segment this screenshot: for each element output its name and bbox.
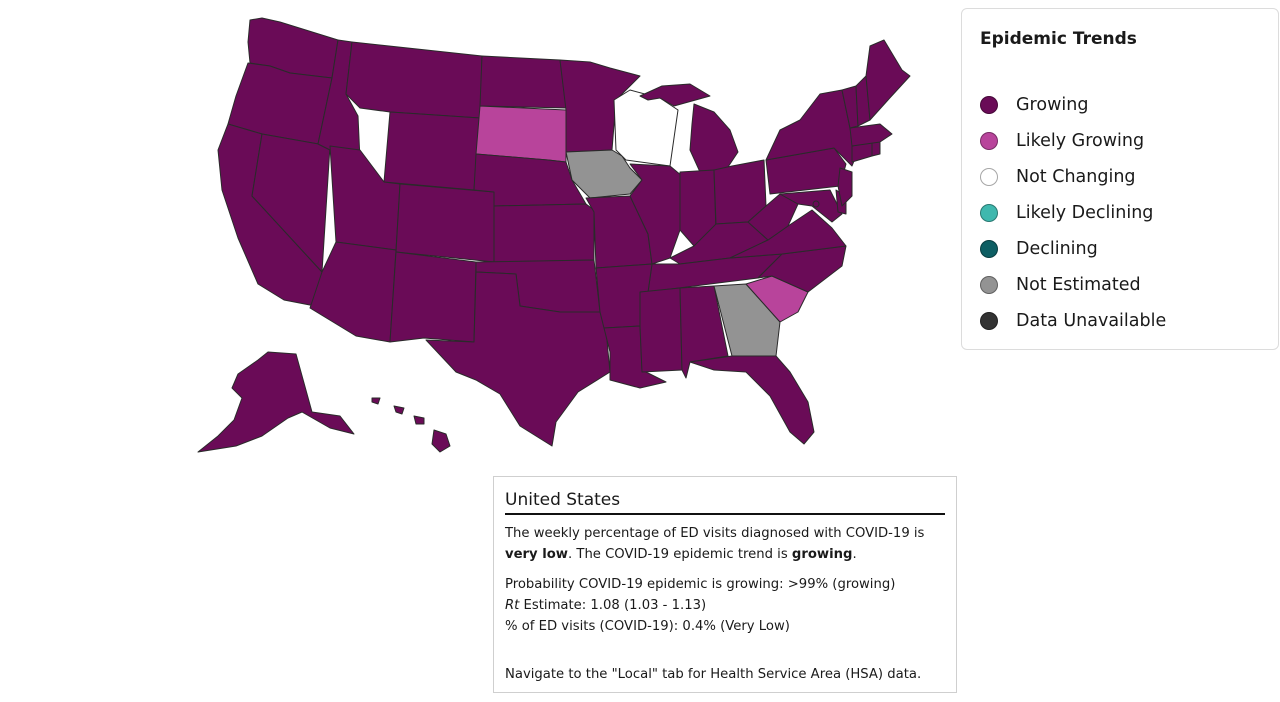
summary-text: . The COVID-19 epidemic trend is xyxy=(568,547,792,562)
state-ks[interactable] xyxy=(493,203,595,263)
legend-item-not-changing[interactable]: Not Changing xyxy=(980,159,1260,195)
not-estimated-swatch-icon xyxy=(980,276,998,294)
summary-text: . xyxy=(852,547,857,562)
state-fl[interactable] xyxy=(689,355,815,445)
state-nj[interactable] xyxy=(837,167,853,207)
state-nm[interactable] xyxy=(389,251,477,343)
state-hi-maui[interactable] xyxy=(413,415,425,425)
legend-item-likely-growing[interactable]: Likely Growing xyxy=(980,123,1260,159)
probability-line: Probability COVID-19 epidemic is growing… xyxy=(505,577,896,592)
legend-item-declining[interactable]: Declining xyxy=(980,231,1260,267)
state-mi[interactable] xyxy=(639,83,711,107)
state-md[interactable] xyxy=(779,189,843,223)
rt-estimate: Estimate: 1.08 (1.03 - 1.13) xyxy=(519,598,707,613)
likely-growing-swatch-icon xyxy=(980,132,998,150)
state-ak[interactable] xyxy=(197,351,355,453)
state-ga[interactable] xyxy=(713,283,781,357)
state-sd[interactable] xyxy=(475,105,567,163)
state-wy[interactable] xyxy=(383,111,481,191)
summary-level: very low xyxy=(505,547,568,562)
state-hi-kauai[interactable] xyxy=(371,397,381,405)
epidemic-trends-legend: Epidemic Trends Growing Likely Growing N… xyxy=(961,8,1279,350)
legend-label: Declining xyxy=(1016,239,1098,259)
data-unavailable-swatch-icon xyxy=(980,312,998,330)
declining-swatch-icon xyxy=(980,240,998,258)
legend-label: Growing xyxy=(1016,95,1089,115)
legend-label: Not Estimated xyxy=(1016,275,1141,295)
state-il[interactable] xyxy=(629,163,683,265)
legend-label: Likely Growing xyxy=(1016,131,1145,151)
state-ma[interactable] xyxy=(849,123,893,147)
ed-visits-line: % of ED visits (COVID-19): 0.4% (Very Lo… xyxy=(505,619,790,634)
rt-line: Rt Estimate: 1.08 (1.03 - 1.13) xyxy=(505,595,945,616)
legend-list: Growing Likely Growing Not Changing Like… xyxy=(980,87,1260,339)
state-mi-lower[interactable] xyxy=(689,103,739,173)
summary-text: The weekly percentage of ED visits diagn… xyxy=(505,526,925,541)
state-ms[interactable] xyxy=(639,287,683,373)
us-map xyxy=(197,17,911,453)
state-wi[interactable] xyxy=(613,89,679,167)
legend-item-not-estimated[interactable]: Not Estimated xyxy=(980,267,1260,303)
info-title: United States xyxy=(505,489,945,515)
state-me[interactable] xyxy=(865,39,911,121)
not-changing-swatch-icon xyxy=(980,168,998,186)
legend-label: Likely Declining xyxy=(1016,203,1154,223)
legend-item-growing[interactable]: Growing xyxy=(980,87,1260,123)
summary-trend: growing xyxy=(791,547,853,562)
state-hi-big[interactable] xyxy=(431,429,451,453)
state-co[interactable] xyxy=(395,183,495,263)
rt-label: Rt xyxy=(505,598,520,613)
navigate-note: Navigate to the "Local" tab for Health S… xyxy=(505,667,922,682)
info-panel: United States The weekly percentage of E… xyxy=(493,476,957,693)
state-ri[interactable] xyxy=(871,141,881,157)
state-mt[interactable] xyxy=(345,41,483,119)
state-nd[interactable] xyxy=(479,55,567,109)
legend-label: Data Unavailable xyxy=(1016,311,1167,331)
legend-title: Epidemic Trends xyxy=(980,29,1137,49)
legend-item-likely-declining[interactable]: Likely Declining xyxy=(980,195,1260,231)
state-sc[interactable] xyxy=(745,275,809,323)
state-dc[interactable] xyxy=(812,200,820,208)
state-hi-oahu[interactable] xyxy=(393,405,405,415)
legend-item-data-unavailable[interactable]: Data Unavailable xyxy=(980,303,1260,339)
likely-declining-swatch-icon xyxy=(980,204,998,222)
growing-swatch-icon xyxy=(980,96,998,114)
state-tx[interactable] xyxy=(425,271,611,447)
info-summary: The weekly percentage of ED visits diagn… xyxy=(505,523,945,565)
legend-label: Not Changing xyxy=(1016,167,1136,187)
